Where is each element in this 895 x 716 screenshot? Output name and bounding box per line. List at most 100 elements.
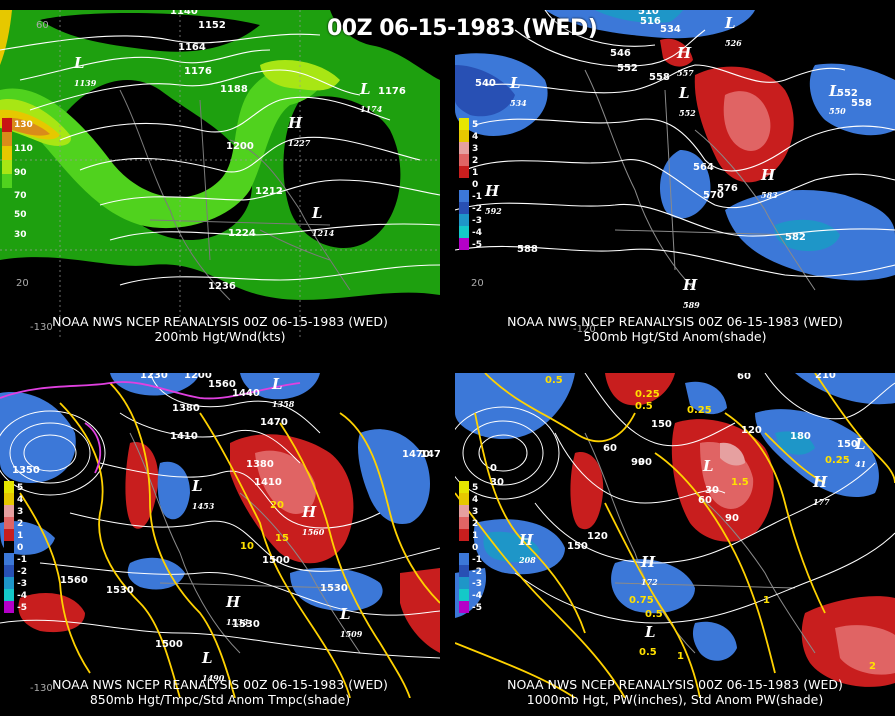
contour-label: 540 xyxy=(475,78,496,89)
legend-swatch xyxy=(459,529,469,541)
temp-label: 15 xyxy=(275,533,289,544)
legend-swatch xyxy=(2,118,12,132)
low-center: L 526 xyxy=(725,14,742,48)
contour-label: 60 xyxy=(737,373,751,382)
contour-label: 60 xyxy=(698,495,712,506)
wind-legend xyxy=(2,118,12,202)
legend-label: 2 xyxy=(472,519,479,529)
legend-swatch xyxy=(4,577,14,589)
low-center: L xyxy=(703,457,714,475)
contour-label: 552 xyxy=(837,88,858,99)
legend-label: -4 xyxy=(17,591,27,601)
temp-label: 10 xyxy=(240,541,254,552)
legend-label: 5 xyxy=(17,483,24,493)
pw-label: 2 xyxy=(869,661,876,672)
legend-label: 30 xyxy=(14,230,27,240)
legend-label: -1 xyxy=(17,555,27,565)
legend-swatch xyxy=(4,601,14,613)
contour-label: 1500 xyxy=(262,555,290,566)
contour-label: 1530 xyxy=(106,585,134,596)
caption-line-2: 200mb Hgt/Wnd(kts) xyxy=(154,329,286,344)
legend-label: 4 xyxy=(472,495,479,505)
caption-line-1: NOAA NWS NCEP REANALYSIS 00Z 06-15-1983 … xyxy=(52,314,388,329)
high-center: H 1533 xyxy=(226,593,249,627)
caption-1000mb: NOAA NWS NCEP REANALYSIS 00Z 06-15-1983 … xyxy=(455,677,895,707)
pw-label: 1 xyxy=(677,651,684,662)
legend-swatch xyxy=(4,493,14,505)
legend-label: -4 xyxy=(472,228,482,238)
contour-label: 1380 xyxy=(172,403,200,414)
contour-label: 1188 xyxy=(220,84,248,95)
low-center: L 1174 xyxy=(360,80,383,114)
legend-swatch xyxy=(459,238,469,250)
contour-label: 582 xyxy=(785,232,806,243)
legend-label: 5 xyxy=(472,120,479,130)
legend-label: -2 xyxy=(472,204,482,214)
pw-label: 0.5 xyxy=(635,401,653,412)
legend-swatch xyxy=(459,493,469,505)
contour-label: 1470 xyxy=(420,449,440,460)
low-center: L 550 xyxy=(829,82,846,116)
contour-label: 180 xyxy=(790,431,811,442)
high-center: H 208 xyxy=(519,531,536,565)
legend-label: -1 xyxy=(472,555,482,565)
pw-label: 0.75 xyxy=(629,595,654,606)
pw-label: 0.25 xyxy=(635,389,660,400)
contour-label: 120 xyxy=(587,531,608,542)
high-center: H 1560 xyxy=(302,503,325,537)
contour-label: 1560 xyxy=(60,575,88,586)
contour-label: 1230 xyxy=(140,373,168,381)
panel-500mb: 5 4 3 2 1 0 -1 -2 -3 -4 -5 510 516 534 5… xyxy=(455,10,895,340)
contour-label: 1164 xyxy=(178,42,206,53)
lon-label: -130 xyxy=(30,683,53,694)
legend-swatch xyxy=(459,565,469,577)
legend-label: -2 xyxy=(17,567,27,577)
legend-label: 5 xyxy=(472,483,479,493)
contour-label: 1212 xyxy=(255,186,283,197)
contour-label: 570 xyxy=(703,190,724,201)
contour-label: 1560 xyxy=(208,379,236,390)
legend-swatch xyxy=(2,132,12,146)
contour-label: 1530 xyxy=(232,619,260,630)
legend-swatch xyxy=(2,188,12,202)
legend-label: -3 xyxy=(17,579,27,589)
contour-label: 516 xyxy=(640,16,661,27)
caption-line-2: 850mb Hgt/Tmpc/Std Anom Tmpc(shade) xyxy=(89,692,351,707)
legend-label: 4 xyxy=(17,495,24,505)
contour-label: 558 xyxy=(851,98,872,109)
contour-label: 1530 xyxy=(320,583,348,594)
legend-label: -3 xyxy=(472,216,482,226)
panel-500mb-map xyxy=(455,10,895,340)
contour-label: 1152 xyxy=(198,20,226,31)
caption-850mb: NOAA NWS NCEP REANALYSIS 00Z 06-15-1983 … xyxy=(0,677,440,707)
contour-label: 150 xyxy=(567,541,588,552)
contour-label: 90 xyxy=(638,457,652,468)
pw-label: 0.5 xyxy=(545,375,563,386)
legend-swatch xyxy=(459,505,469,517)
contour-label: 120 xyxy=(741,425,762,436)
contour-label: 90 xyxy=(631,457,645,468)
contour-label: 30 xyxy=(705,485,719,496)
caption-line-1: NOAA NWS NCEP REANALYSIS 00Z 06-15-1983 … xyxy=(52,677,388,692)
low-center: L 1214 xyxy=(312,204,335,238)
legend-label: -5 xyxy=(472,603,482,613)
panel-850mb: 5 4 3 2 1 0 -1 -2 -3 -4 -5 1230 1200 138… xyxy=(0,373,440,698)
legend-swatch xyxy=(459,589,469,601)
legend-swatch xyxy=(2,146,12,160)
contour-label: 1380 xyxy=(246,459,274,470)
contour-label: 1410 xyxy=(170,431,198,442)
legend-label: -5 xyxy=(472,240,482,250)
legend-swatch xyxy=(2,160,12,174)
pw-label: 1.5 xyxy=(731,477,749,488)
legend-label: 2 xyxy=(17,519,24,529)
legend-swatch xyxy=(4,529,14,541)
contour-label: 1236 xyxy=(208,281,236,292)
legend-label: 0 xyxy=(17,543,24,553)
legend-swatch xyxy=(4,481,14,493)
lon-label: 20 xyxy=(471,278,484,289)
legend-label: 0 xyxy=(472,180,479,190)
pw-label: 0.5 xyxy=(645,609,663,620)
contour-label: 60 xyxy=(603,443,617,454)
caption-line-1: NOAA NWS NCEP REANALYSIS 00Z 06-15-1983 … xyxy=(507,314,843,329)
legend-swatch xyxy=(4,517,14,529)
